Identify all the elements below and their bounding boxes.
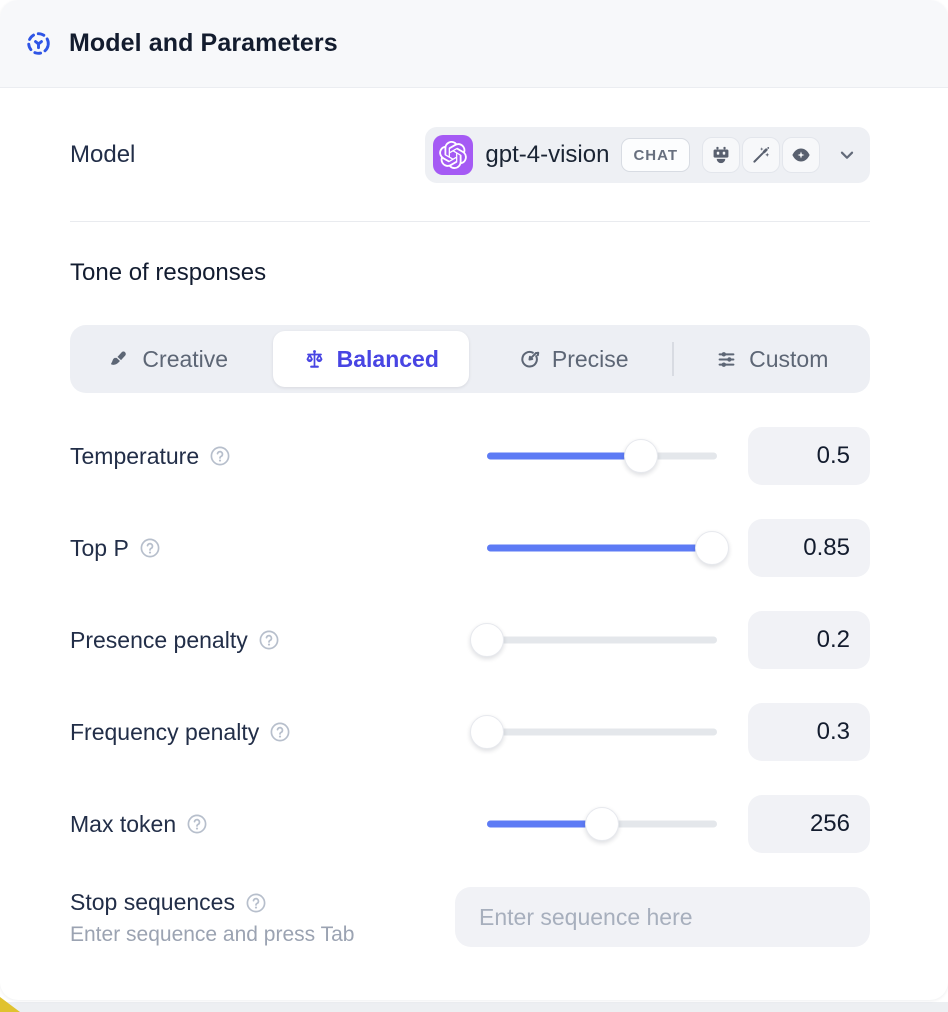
tab-separator [671, 342, 674, 376]
parameter-label: Max token [70, 810, 177, 837]
card-body: Model gpt-4-vision CHAT [0, 88, 948, 947]
sliders-icon [718, 351, 735, 367]
parameter-row: Max token 256 [70, 795, 870, 853]
slider-track[interactable] [487, 728, 717, 736]
parameter-label: Presence penalty [70, 626, 248, 653]
tab-custom[interactable]: Custom [674, 325, 871, 393]
parameter-value[interactable]: 0.2 [748, 611, 870, 669]
slider-track[interactable] [487, 544, 717, 552]
chevron-down-icon [840, 151, 854, 159]
parameter-value[interactable]: 0.85 [748, 519, 870, 577]
slider-thumb[interactable] [624, 439, 659, 473]
slider-fill [487, 452, 642, 460]
parameter-row: Frequency penalty 0.3 [70, 703, 870, 761]
parameter-slider[interactable] [487, 439, 717, 473]
parameter-label-wrap: Max token [70, 811, 456, 838]
model-capability-chips [702, 137, 820, 173]
tab-label: Balanced [336, 345, 439, 372]
paintbrush-icon [111, 351, 127, 365]
openai-logo-icon [433, 135, 474, 175]
parameter-label-wrap: Frequency penalty [70, 719, 456, 746]
help-icon[interactable] [269, 721, 291, 743]
slider-track[interactable] [487, 636, 717, 644]
balance-scale-icon [306, 349, 323, 368]
model-select[interactable]: gpt-4-vision CHAT [425, 127, 870, 183]
tab-label: Custom [749, 345, 829, 372]
help-icon[interactable] [245, 892, 267, 914]
parameter-slider[interactable] [487, 531, 730, 565]
parameter-label-wrap: Presence penalty [70, 627, 456, 654]
help-icon[interactable] [258, 629, 280, 651]
parameter-value[interactable]: 0.5 [748, 427, 870, 485]
parameter-label-wrap: Temperature [70, 443, 456, 470]
magic-wand-icon [742, 137, 780, 173]
background-strip [0, 1002, 948, 1012]
parameter-label: Top P [70, 534, 129, 561]
card-header: Model and Parameters [0, 0, 948, 88]
model-hub-icon [27, 32, 50, 55]
slider-thumb[interactable] [470, 623, 504, 657]
parameter-row: Presence penalty 0.2 [70, 611, 870, 669]
page-title: Model and Parameters [69, 29, 338, 57]
tone-section-title: Tone of responses [70, 259, 267, 286]
divider [70, 221, 870, 222]
stop-sequences-helper: Enter sequence and press Tab [70, 923, 355, 946]
tab-label: Precise [551, 345, 629, 372]
stop-sequences-row: Stop sequences Enter sequence and press … [70, 887, 870, 947]
slider-thumb[interactable] [585, 807, 619, 841]
robot-icon [702, 137, 740, 173]
target-arrow-icon [521, 350, 540, 367]
tab-label: Creative [142, 345, 229, 372]
parameter-value[interactable]: 0.3 [748, 703, 870, 761]
stop-sequences-labels: Stop sequences Enter sequence and press … [70, 887, 354, 947]
slider-thumb[interactable] [695, 531, 730, 565]
selected-model-name: gpt-4-vision [485, 141, 610, 168]
tone-tabs: Creative Balanced [70, 325, 870, 393]
parameter-slider[interactable] [487, 807, 717, 841]
tab-creative[interactable]: Creative [70, 325, 267, 393]
help-icon[interactable] [186, 813, 208, 835]
slider-fill [487, 820, 602, 828]
slider-thumb[interactable] [470, 715, 504, 749]
slider-fill [487, 544, 713, 552]
parameter-label: Frequency penalty [70, 718, 260, 745]
help-icon[interactable] [209, 445, 231, 467]
parameter-row: Top P 0.85 [70, 519, 870, 577]
tab-balanced[interactable]: Balanced [272, 331, 469, 387]
stop-sequences-label: Stop sequences [70, 889, 235, 915]
slider-track[interactable] [487, 452, 717, 460]
model-type-badge: CHAT [621, 138, 690, 172]
parameter-value[interactable]: 256 [748, 795, 870, 853]
model-label: Model [70, 141, 136, 168]
help-icon[interactable] [139, 537, 161, 559]
parameter-rows: Temperature 0.5 [70, 427, 870, 853]
vision-eye-icon [782, 137, 820, 173]
parameter-row: Temperature 0.5 [70, 427, 870, 485]
model-row: Model gpt-4-vision CHAT [70, 127, 870, 183]
tab-precise[interactable]: Precise [475, 325, 672, 393]
parameter-slider[interactable] [470, 715, 717, 749]
parameter-label: Temperature [70, 442, 200, 469]
stop-sequence-input[interactable] [455, 887, 870, 947]
parameter-label-wrap: Top P [70, 535, 456, 562]
parameter-slider[interactable] [470, 623, 717, 657]
